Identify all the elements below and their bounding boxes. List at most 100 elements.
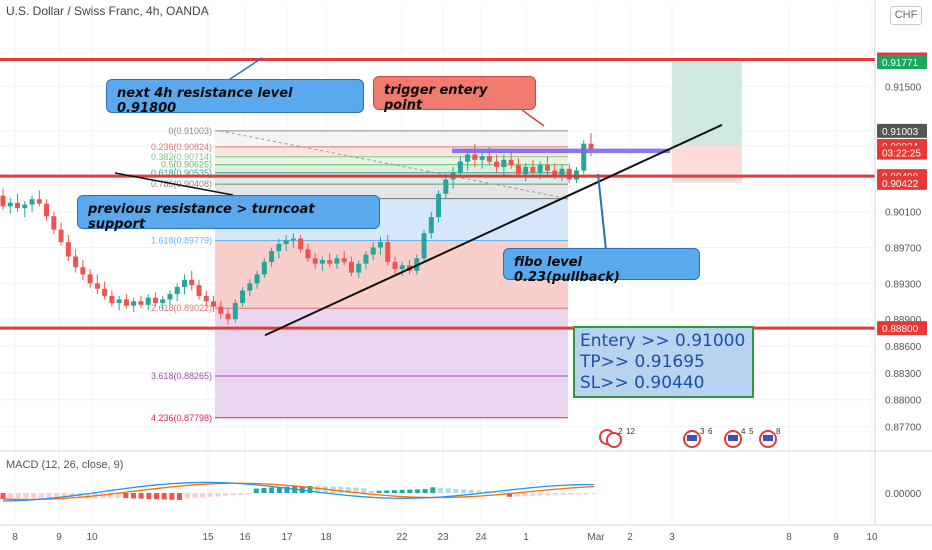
fib-zone bbox=[215, 172, 568, 185]
candle bbox=[196, 285, 202, 296]
macd-histogram-bar bbox=[430, 487, 436, 493]
macd-histogram-bar bbox=[161, 493, 167, 500]
macd-histogram-bar bbox=[31, 493, 37, 499]
macd-histogram-bar bbox=[315, 486, 321, 493]
candle bbox=[566, 168, 572, 180]
macd-histogram-bar bbox=[461, 489, 467, 493]
event-count: 3 bbox=[700, 427, 705, 436]
candle bbox=[0, 195, 6, 207]
candle bbox=[94, 283, 100, 289]
macd-histogram-bar bbox=[146, 493, 152, 499]
event-count: 6 bbox=[708, 427, 713, 436]
fib-level-label: 1.618(0.89779) bbox=[151, 235, 212, 245]
date-tick-label: 23 bbox=[437, 532, 449, 543]
candle bbox=[29, 199, 35, 205]
fib-level-label: 2.618(0.89022) bbox=[151, 303, 212, 313]
price-label-tag bbox=[877, 321, 927, 336]
date-tick-label: 17 bbox=[281, 532, 293, 543]
price-tick-label: 0.88600 bbox=[885, 342, 922, 353]
candle bbox=[399, 265, 405, 270]
price-tick-label: 0.89700 bbox=[885, 244, 922, 255]
ch-flag-icon[interactable]: 2 12 bbox=[599, 427, 635, 448]
candle bbox=[232, 303, 238, 320]
fib-level-label: 0.382(0.90714) bbox=[151, 152, 212, 162]
macd-histogram-bar bbox=[338, 486, 344, 493]
candle bbox=[544, 165, 550, 171]
price-label-text: 0.91771 bbox=[882, 58, 919, 69]
macd-histogram-bar bbox=[445, 488, 451, 493]
date-tick-label: 10 bbox=[866, 532, 878, 543]
macd-histogram-bar bbox=[537, 493, 543, 496]
macd-histogram-bar bbox=[77, 493, 83, 499]
macd-histogram-bar bbox=[130, 493, 136, 499]
macd-histogram-bar bbox=[484, 490, 490, 493]
macd-histogram-bar bbox=[184, 493, 190, 499]
support-callout[interactable]: previous resistance > turncoat support bbox=[77, 195, 380, 232]
macd-histogram-bar bbox=[560, 493, 566, 496]
price-tick-label: 0.91500 bbox=[885, 82, 922, 93]
candle bbox=[515, 165, 521, 175]
macd-histogram-bar bbox=[345, 487, 351, 493]
candle bbox=[44, 203, 50, 217]
date-tick-label: 18 bbox=[320, 532, 332, 543]
candle bbox=[240, 290, 246, 304]
take-profit-zone bbox=[672, 62, 742, 147]
candle bbox=[305, 249, 311, 259]
event-count: 8 bbox=[776, 427, 781, 436]
us-flag-icon[interactable]: 8 bbox=[759, 427, 781, 448]
trade-plan-box[interactable]: Entery >> 0.91000 TP>> 0.91695 SL>> 0.90… bbox=[573, 326, 754, 398]
macd-histogram-bar bbox=[223, 493, 229, 496]
ch-flag-icon bbox=[606, 432, 622, 448]
trigger-zone bbox=[452, 148, 670, 154]
candle bbox=[181, 279, 187, 287]
candle bbox=[290, 238, 296, 241]
candle bbox=[152, 297, 158, 304]
candle bbox=[421, 233, 427, 259]
candle bbox=[73, 256, 79, 268]
price-label-tag bbox=[877, 55, 927, 70]
candle bbox=[225, 313, 231, 320]
chart-title: U.S. Dollar / Swiss Franc, 4h, OANDA bbox=[6, 4, 209, 18]
macd-histogram-bar bbox=[123, 493, 129, 499]
candle bbox=[80, 267, 86, 275]
macd-histogram-bar bbox=[553, 493, 559, 496]
event-count: 4 bbox=[741, 427, 746, 436]
date-tick-label: 2 bbox=[627, 532, 633, 543]
macd-histogram-bar bbox=[391, 490, 397, 493]
candle bbox=[385, 242, 391, 262]
macd-histogram-bar bbox=[522, 493, 528, 497]
candle bbox=[102, 288, 108, 296]
candle bbox=[283, 240, 289, 244]
trigger-callout[interactable]: trigger entery point bbox=[373, 76, 536, 113]
price-label-text: 0.90422 bbox=[882, 179, 919, 190]
macd-histogram-bar bbox=[284, 486, 290, 493]
candle bbox=[465, 154, 471, 162]
date-tick-label: 1 bbox=[523, 532, 529, 543]
candle bbox=[348, 261, 354, 273]
fib-zone bbox=[215, 146, 568, 157]
macd-histogram-bar bbox=[0, 493, 6, 499]
us-flag-icon bbox=[763, 435, 773, 441]
candle bbox=[51, 216, 57, 230]
currency-badge[interactable]: CHF bbox=[890, 6, 922, 25]
candle bbox=[211, 301, 217, 307]
fib-zone bbox=[215, 130, 568, 147]
macd-histogram-bar bbox=[591, 493, 597, 494]
macd-histogram-bar bbox=[514, 493, 520, 497]
macd-histogram-bar bbox=[23, 493, 29, 499]
candle bbox=[356, 263, 362, 273]
event-count: 12 bbox=[626, 427, 635, 436]
resistance-callout[interactable]: next 4h resistance level 0.91800 bbox=[106, 79, 364, 116]
fibo-callout[interactable]: fibo level 0.23(pullback) bbox=[503, 248, 700, 285]
macd-histogram-bar bbox=[407, 489, 413, 493]
candle bbox=[261, 261, 267, 275]
macd-histogram-bar bbox=[414, 489, 420, 493]
macd-histogram-bar bbox=[46, 493, 52, 499]
fib-level-label: 0.618(0.90535) bbox=[151, 168, 212, 178]
fib-level-label: 0.5(0.90625) bbox=[161, 160, 212, 170]
macd-zero-label: 0.00000 bbox=[885, 489, 922, 500]
fib-zone bbox=[215, 308, 568, 418]
macd-histogram-bar bbox=[15, 493, 21, 499]
